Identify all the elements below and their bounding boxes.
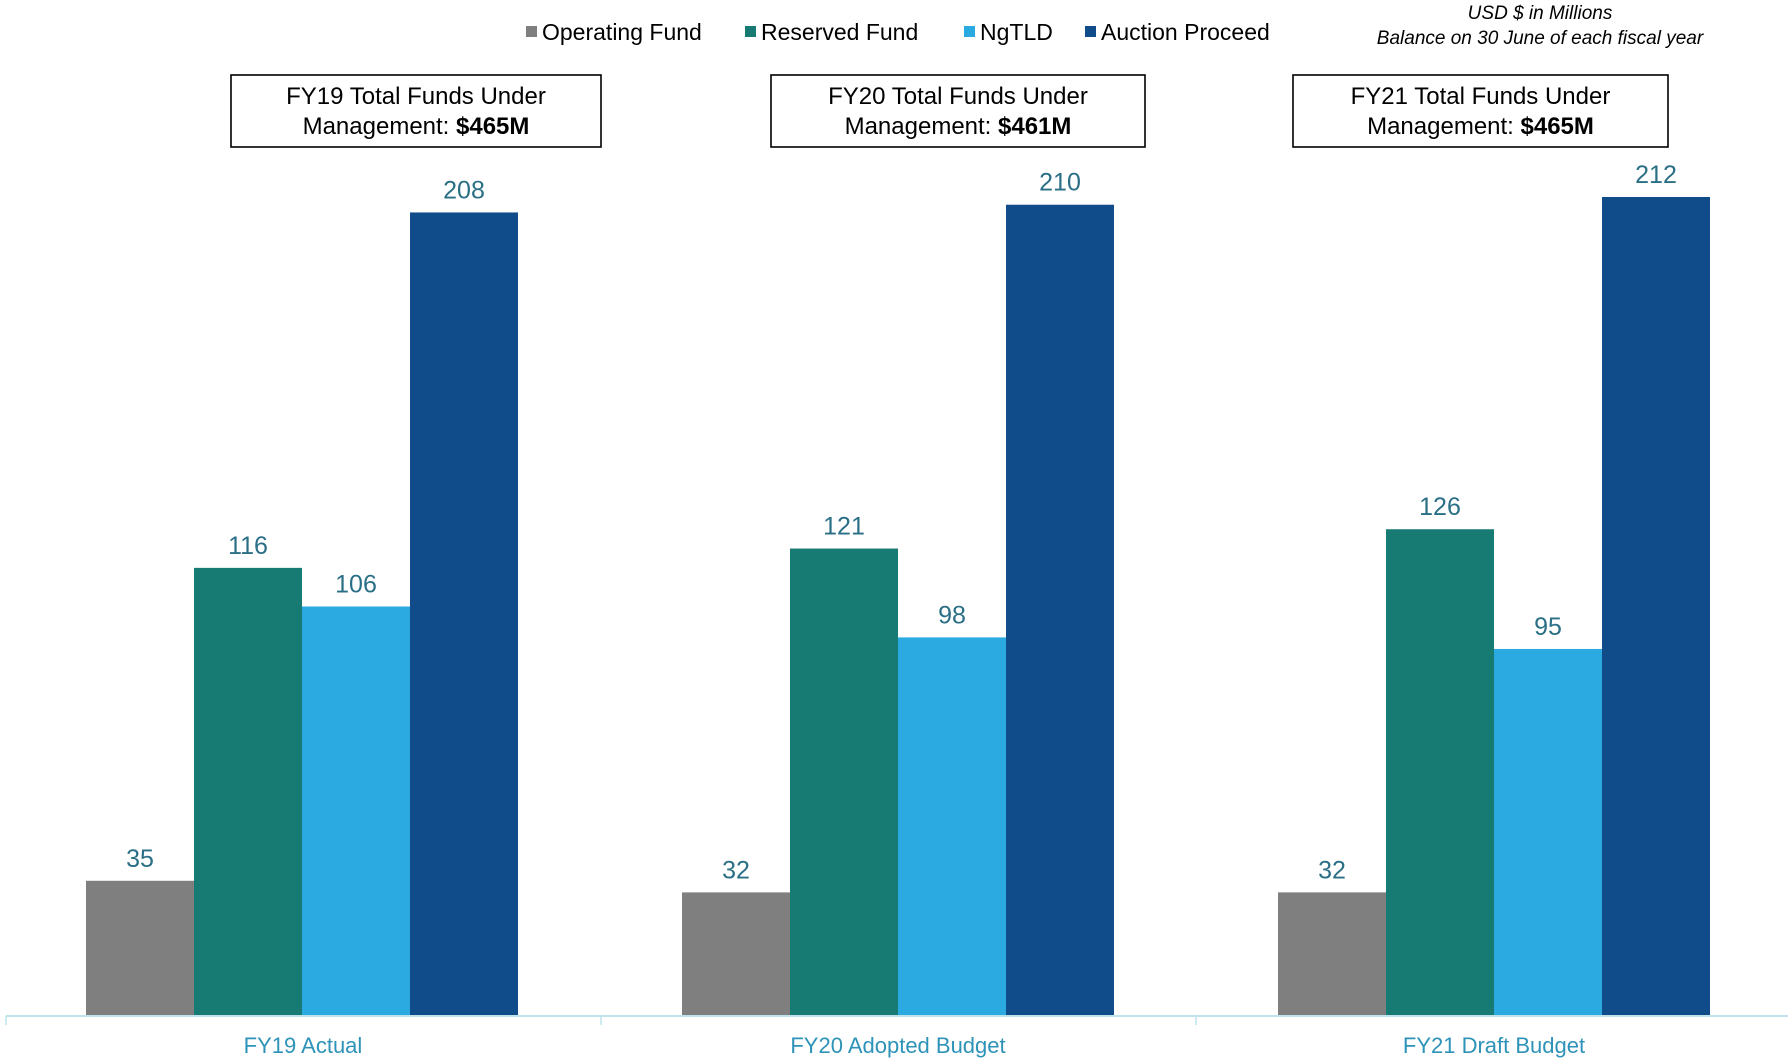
summary-box-frame	[230, 74, 602, 148]
data-label-auction-proceed-fy21-draft-budget: 212	[1635, 161, 1677, 189]
units-note: USD $ in Millions Balance on 30 June of …	[1377, 3, 1704, 49]
legend-swatch-auction-proceed	[1085, 26, 1096, 37]
bar-operating-fund-fy21-draft-budget	[1278, 892, 1386, 1016]
legend-label-auction-proceed: Auction Proceed	[1101, 19, 1270, 45]
units-note-line1: USD $ in Millions	[1468, 3, 1613, 24]
legend-label-reserved-fund: Reserved Fund	[761, 19, 918, 45]
data-label-auction-proceed-fy20-adopted-budget: 210	[1039, 169, 1081, 197]
summary-box-total-prefix: Management:	[1367, 113, 1520, 140]
data-label-ngtld-fy20-adopted-budget: 98	[938, 601, 966, 629]
summary-box-total-prefix: Management:	[845, 113, 998, 140]
bar-auction-proceed-fy19-actual	[410, 212, 518, 1017]
bar-ngtld-fy20-adopted-budget	[898, 637, 1006, 1016]
data-label-reserved-fund-fy20-adopted-budget: 121	[823, 513, 865, 541]
data-label-reserved-fund-fy21-draft-budget: 126	[1419, 493, 1461, 521]
summary-box-frame	[1292, 74, 1669, 148]
legend-swatch-reserved-fund	[745, 26, 756, 37]
data-labels: 35 116 106 208 32 121 98 210 32 126 95 212	[126, 161, 1677, 884]
summary-box-total: Management: $465M	[1367, 113, 1594, 140]
data-label-ngtld-fy21-draft-budget: 95	[1534, 613, 1562, 641]
legend: Operating Fund Reserved Fund NgTLD Auction …	[526, 19, 1270, 45]
legend-label-ngtld: NgTLD	[980, 19, 1053, 45]
bars	[86, 197, 1710, 1017]
legend-label-operating-fund: Operating Fund	[542, 19, 702, 45]
summary-box-title: FY19 Total Funds Under	[286, 83, 546, 110]
x-tick-label-fy19-actual: FY19 Actual	[244, 1033, 363, 1058]
summary-box-total-value: $461M	[998, 113, 1071, 140]
summary-box-frame	[770, 74, 1146, 148]
bar-reserved-fund-fy21-draft-budget	[1386, 529, 1494, 1016]
data-label-operating-fund-fy21-draft-budget: 32	[1318, 856, 1346, 884]
data-label-operating-fund-fy19-actual: 35	[126, 845, 154, 873]
summary-box-title: FY21 Total Funds Under	[1351, 83, 1611, 110]
x-axis: FY19 Actual FY20 Adopted Budget FY21 Draft…	[5, 1015, 1788, 1058]
summary-box-total-prefix: Management:	[303, 113, 456, 140]
data-label-auction-proceed-fy19-actual: 208	[443, 176, 485, 204]
summary-box-total-value: $465M	[456, 113, 529, 140]
summary-box-total: Management: $461M	[845, 113, 1072, 140]
data-label-operating-fund-fy20-adopted-budget: 32	[722, 856, 750, 884]
bar-ngtld-fy19-actual	[302, 606, 410, 1016]
bar-reserved-fund-fy20-adopted-budget	[790, 548, 898, 1016]
bar-reserved-fund-fy19-actual	[194, 567, 302, 1016]
summary-box-total: Management: $465M	[303, 113, 530, 140]
x-tick-label-fy21-draft-budget: FY21 Draft Budget	[1403, 1033, 1585, 1058]
data-label-reserved-fund-fy19-actual: 116	[228, 532, 268, 560]
bar-operating-fund-fy20-adopted-budget	[682, 892, 790, 1016]
data-label-ngtld-fy19-actual: 106	[335, 571, 377, 599]
summary-box-total-value: $465M	[1521, 113, 1594, 140]
summary-box-3: FY21 Total Funds Under Management: $465M	[1292, 74, 1669, 148]
bar-ngtld-fy21-draft-budget	[1494, 648, 1602, 1016]
bar-operating-fund-fy19-actual	[86, 880, 194, 1016]
summary-box-2: FY20 Total Funds Under Management: $461M	[770, 74, 1146, 148]
x-tick-label-fy20-adopted-budget: FY20 Adopted Budget	[790, 1033, 1005, 1058]
summary-box-1: FY19 Total Funds Under Management: $465M	[230, 74, 602, 148]
summary-box-title: FY20 Total Funds Under	[828, 83, 1088, 110]
units-note-line2: Balance on 30 June of each fiscal year	[1377, 28, 1704, 49]
legend-swatch-ngtld	[964, 26, 975, 37]
bar-auction-proceed-fy21-draft-budget	[1602, 197, 1710, 1016]
bar-auction-proceed-fy20-adopted-budget	[1006, 204, 1114, 1016]
legend-swatch-operating-fund	[526, 26, 537, 37]
